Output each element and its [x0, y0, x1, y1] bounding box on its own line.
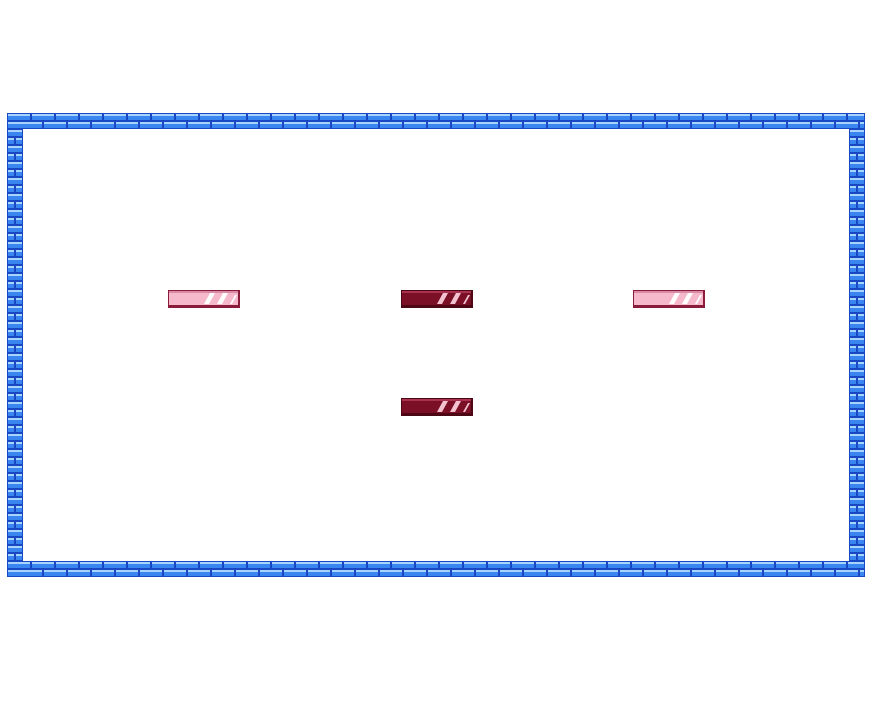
brick-wall-frame	[7, 113, 865, 577]
brick-center-top	[401, 290, 473, 308]
playfield	[23, 129, 849, 561]
brick-left	[168, 290, 240, 308]
brick-center-bottom	[401, 398, 473, 416]
brick-wall-arena	[7, 113, 865, 577]
brick-right	[633, 290, 705, 308]
